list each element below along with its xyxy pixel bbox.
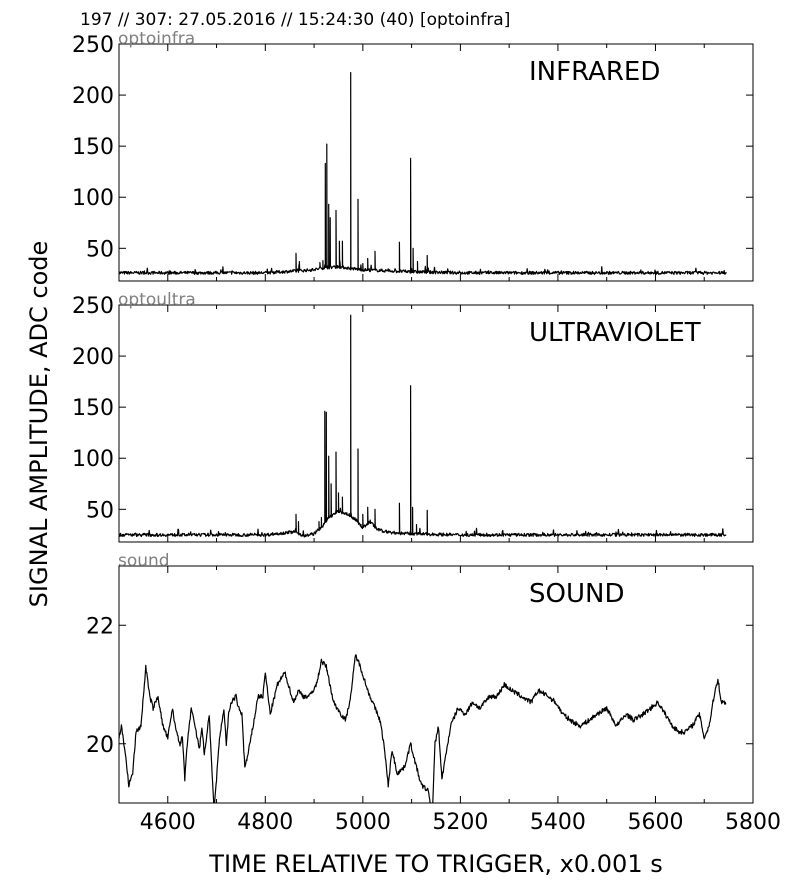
ultraviolet-channel-label: optoultra	[118, 290, 196, 310]
panels: 50 100 150 200 250 INFRARED optoinfra 50 100 150 2…	[72, 29, 781, 835]
infrared-ytick-label: 100	[72, 186, 114, 211]
x-tick-label: 5800	[725, 810, 781, 835]
ultraviolet-ytick-label: 50	[86, 498, 114, 523]
x-tick-label: 5200	[432, 810, 488, 835]
sound-ytick-label: 20	[86, 733, 114, 758]
ultraviolet-ytick-label: 150	[72, 396, 114, 421]
infrared-trace	[119, 72, 727, 275]
ultraviolet-ytick-label: 200	[72, 345, 114, 370]
infrared-ytick-label: 150	[72, 135, 114, 160]
panel-ultraviolet: 50 100 150 200 250 ULTRAVIOLET optoultra	[72, 290, 754, 543]
sound-trace	[119, 654, 727, 803]
x-tick-label: 5000	[335, 810, 391, 835]
y-axis-label: SIGNAL AMPLITUDE, ADC code	[25, 241, 53, 608]
infrared-ytick-label: 250	[72, 33, 114, 58]
sound-ytick-label: 22	[86, 614, 114, 639]
infrared-ytick-label: 200	[72, 84, 114, 109]
infrared-channel-label: optoinfra	[118, 29, 195, 49]
ultraviolet-panel-title: ULTRAVIOLET	[529, 318, 701, 348]
sound-panel-title: SOUND	[529, 579, 624, 609]
x-tick-label: 5600	[627, 810, 683, 835]
sound-plot-frame	[118, 565, 754, 804]
figure-header: 197 // 307: 27.05.2016 // 15:24:30 (40) …	[80, 10, 510, 30]
infrared-panel-title: INFRARED	[529, 57, 660, 87]
infrared-ytick-label: 50	[86, 237, 114, 262]
infrared-plot-frame	[118, 43, 754, 282]
ultraviolet-trace	[119, 314, 727, 538]
x-axis-label: TIME RELATIVE TO TRIGGER, x0.001 s	[208, 850, 662, 878]
x-tick-label: 4600	[140, 810, 196, 835]
x-tick-label: 5400	[530, 810, 586, 835]
ultraviolet-ytick-label: 100	[72, 447, 114, 472]
sound-channel-label: sound	[118, 551, 170, 571]
panel-sound: 20 22 SOUND sound	[86, 551, 754, 804]
panel-infrared: 50 100 150 200 250 INFRARED optoinfra	[72, 29, 754, 282]
x-tick-label: 4800	[237, 810, 293, 835]
ultraviolet-ytick-label: 250	[72, 294, 114, 319]
ultraviolet-plot-frame	[118, 304, 754, 543]
